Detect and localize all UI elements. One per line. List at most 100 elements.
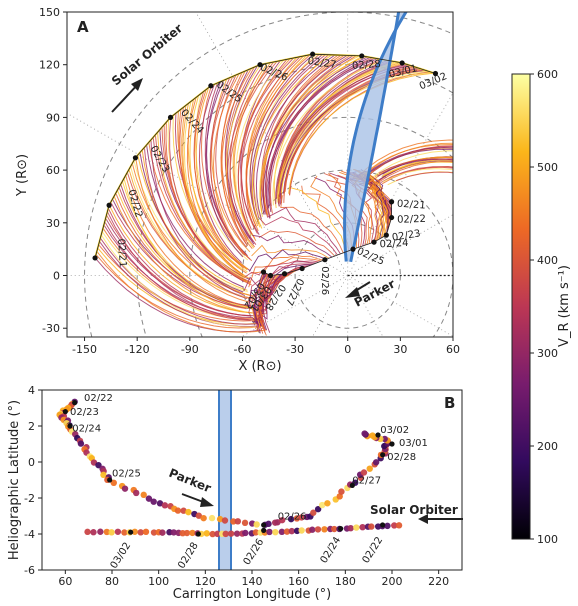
panel-b-sample-point: [150, 498, 156, 504]
parker-field-line: [260, 217, 338, 255]
panel-b-sample-point: [159, 529, 165, 535]
panel-b-parker-arrowhead: [200, 497, 214, 507]
panel-a-xlabel: X (R⊙): [238, 359, 281, 374]
panel-b-sample-point: [321, 526, 327, 532]
panel-b-sample-point: [200, 515, 206, 521]
panel-b-day-marker: [380, 522, 385, 527]
panel-b-xtick-label: 180: [335, 575, 356, 588]
polar-grid-spoke: [348, 276, 523, 580]
solo-date-label: 02/21: [115, 238, 128, 268]
panel-b-sample-point: [242, 520, 248, 526]
panel-b: 02/2202/2302/2402/2502/2602/2702/2803/01…: [7, 384, 463, 601]
panel-b-sample-point: [266, 529, 272, 535]
panel-b-xtick-label: 200: [382, 575, 403, 588]
panel-b-sample-point: [253, 521, 259, 527]
panel-b-sample-point: [84, 529, 90, 535]
panel-b-letter: B: [444, 394, 455, 412]
panel-a-solo-label: Solar Orbiter: [109, 21, 185, 88]
panel-a-ytick-label: 90: [46, 111, 60, 124]
panel-b-date-label: 03/02: [380, 425, 409, 436]
colorbar-label: V_R (km s⁻¹): [557, 265, 572, 347]
panel-b-date-label: 02/25: [112, 468, 141, 479]
panel-b-date-label: 02/22: [84, 393, 113, 404]
panel-a-ytick-label: 150: [39, 6, 60, 19]
panel-b-sample-point: [338, 488, 344, 494]
colorbar-gradient: [512, 74, 530, 539]
panel-b-xtick-label: 220: [428, 575, 449, 588]
panel-b-solo-label: Solar Orbiter: [370, 503, 458, 517]
solo-field-line: [389, 167, 578, 257]
parker-day-marker: [384, 233, 389, 238]
colorbar-tick-label: 600: [537, 68, 558, 81]
parker-day-marker: [282, 271, 287, 276]
solo-day-marker: [92, 255, 97, 260]
panel-b-sample-point: [265, 521, 271, 527]
panel-b-day-marker: [261, 522, 266, 527]
panel-b-ytick-label: 0: [28, 456, 35, 469]
panel-b-sample-point: [78, 440, 84, 446]
panel-b-sample-point: [298, 527, 304, 533]
panel-b-date-label: 02/27: [352, 476, 381, 487]
solo-day-marker: [168, 115, 173, 120]
colorbar-tick-label: 100: [537, 533, 558, 546]
parker-date-label: 02/21: [396, 199, 426, 212]
panel-b-sample-point: [97, 529, 103, 535]
panel-b-sample-point: [235, 518, 241, 524]
panel-b-sample-point: [347, 525, 353, 531]
panel-b-sample-point: [309, 527, 315, 533]
panel-b-date-label: 02/24: [319, 535, 344, 565]
panel-b-sample-point: [162, 502, 168, 508]
panel-b-date-label: 02/26: [278, 512, 307, 523]
panel-a-ytick-label: -30: [42, 322, 60, 335]
panel-b-date-label: 02/26: [242, 537, 267, 567]
panel-b-ytick-label: 2: [28, 420, 35, 433]
solo-field-line: [364, 148, 577, 209]
panel-a-xtick-label: 60: [446, 343, 460, 356]
parker-date-label: 02/26: [319, 266, 330, 295]
panel-b-sample-point: [396, 522, 402, 528]
panel-b-sample-point: [185, 509, 191, 515]
panel-b-ylabel: Heliographic Latitude (°): [7, 400, 22, 560]
panel-b-sample-point: [175, 507, 181, 513]
panel-b-sample-point: [143, 529, 149, 535]
panel-b-sample-point: [204, 530, 210, 536]
panel-a-letter: A: [77, 18, 89, 36]
solo-day-marker: [400, 60, 405, 65]
panel-b-date-label: 03/01: [399, 438, 428, 449]
parker-day-marker: [322, 257, 327, 262]
colorbar-tick-label: 300: [537, 347, 558, 360]
panel-b-sample-point: [184, 530, 190, 536]
solo-day-marker: [107, 203, 112, 208]
panel-a-ytick-label: 120: [39, 59, 60, 72]
panel-b-sample-point: [353, 524, 359, 530]
parker-day-marker: [389, 215, 394, 220]
panel-a-xtick-label: 0: [344, 343, 351, 356]
panel-b-sample-point: [315, 526, 321, 532]
solo-day-marker: [133, 155, 138, 160]
parker-day-marker: [261, 269, 266, 274]
panel-a-ytick-label: 0: [53, 270, 60, 283]
panel-b-day-marker: [128, 530, 133, 535]
panel-a-solo-field-lines: [95, 54, 578, 332]
panel-b-day-marker: [261, 528, 266, 533]
solo-day-marker: [208, 83, 213, 88]
panel-b-sample-point: [222, 517, 228, 523]
panel-b-date-label: 02/22: [361, 535, 386, 565]
panel-b-sample-point: [368, 523, 374, 529]
panel-b-parker-label: Parker: [167, 466, 213, 496]
panel-b-day-marker: [380, 452, 385, 457]
solo-day-marker: [359, 53, 364, 58]
panel-b-day-marker: [196, 531, 201, 536]
panel-b-sample-point: [133, 490, 139, 496]
panel-a-xtick-label: -120: [125, 343, 150, 356]
panel-b-day-marker: [338, 526, 343, 531]
panel-b-sample-point: [242, 530, 248, 536]
panel-a-ylabel: Y (R⊙): [15, 154, 30, 197]
panel-b-sample-point: [141, 492, 147, 498]
panel-b-ytick-label: -4: [24, 528, 35, 541]
solo-field-line: [371, 151, 576, 202]
panel-b-sample-point: [209, 515, 215, 521]
parker-date-label: 02/22: [397, 214, 426, 226]
